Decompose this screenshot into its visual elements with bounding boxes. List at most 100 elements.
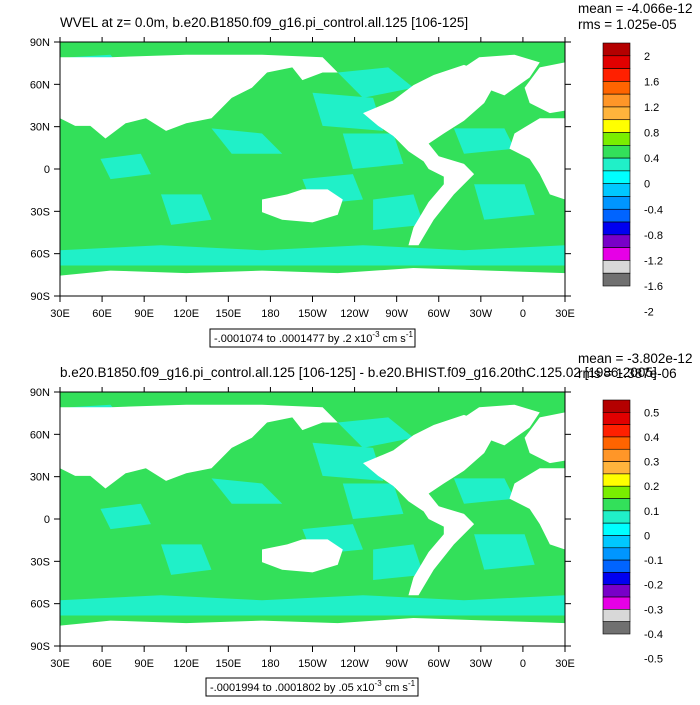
- colorbar: 0.5 0.4 0.3 0.2 0.1 0 -0.1 -0.2 -0.3 -0.4 -0.5: [602, 399, 663, 666]
- colorbar-label: 0: [644, 530, 650, 542]
- colorbar-swatch: [602, 208, 631, 223]
- land-greenland: [464, 404, 540, 446]
- ocean-negative-region: [211, 478, 283, 504]
- colorbar-swatch: [602, 145, 631, 159]
- colorbar-swatch: [602, 547, 631, 561]
- x-ticks: 30E 60E 90E 120E 150E 180 150W 120W 90W 60W 30W 0 30…: [50, 37, 575, 320]
- land-greenland: [464, 54, 540, 96]
- ocean-negative-region: [342, 133, 404, 169]
- colorbar-swatch: [602, 473, 631, 487]
- stat-rms: rms = 1.025e-05: [578, 17, 677, 32]
- y-tick-label: 90S: [30, 641, 50, 653]
- colorbar-swatch: [602, 81, 631, 95]
- colorbar-label: -0.5: [644, 654, 663, 666]
- land-eurasia: [60, 54, 338, 139]
- y-tick-label: 60N: [30, 79, 50, 91]
- contour-info-box: -.0001074 to .0001477 by .2 x10-3 cm s-1: [209, 328, 416, 348]
- colorbar-swatch: [602, 522, 631, 536]
- colorbar-swatch: [602, 399, 631, 413]
- colorbar-swatch: [602, 572, 631, 586]
- land-africa: [509, 118, 565, 200]
- panel-top: WVEL at z= 0.0m, b.e20.B1850.f09_g16.pi_…: [30, 1, 692, 348]
- info-box-frame: [209, 328, 416, 348]
- colorbar-swatch: [602, 234, 631, 248]
- colorbar-swatch: [602, 485, 631, 499]
- colorbar-swatch: [602, 106, 631, 121]
- stat-mean: mean = -4.066e-12: [578, 1, 692, 16]
- ocean-negative-region: [373, 194, 424, 230]
- ocean-negative-region: [161, 194, 212, 225]
- y-tick-label: 90N: [30, 387, 50, 399]
- y-tick-label: 90N: [30, 37, 50, 49]
- x-tick-label: 30E: [50, 658, 70, 670]
- colorbar-swatch: [602, 412, 631, 425]
- colorbar-label: -0.3: [644, 604, 663, 616]
- colorbar-swatch: [602, 621, 631, 635]
- colorbar-label: 2: [644, 51, 650, 63]
- colorbar-swatch: [602, 157, 631, 172]
- colorbar-label: 0.5: [644, 407, 659, 419]
- land-australia: [262, 539, 343, 573]
- colorbar-swatch: [602, 436, 631, 450]
- stat-mean: mean = -3.802e-12: [578, 351, 692, 366]
- land-eurasia: [60, 404, 338, 489]
- colorbar-swatch: [602, 424, 631, 438]
- colorbar-swatch: [602, 510, 631, 524]
- ocean-negative-region: [312, 442, 384, 481]
- colorbar-label: 0.8: [644, 128, 659, 140]
- y-tick-label: 90S: [30, 291, 50, 303]
- x-tick-label: 60E: [92, 658, 112, 670]
- y-tick-label: 30N: [30, 472, 50, 484]
- y-tick-label: 0: [44, 164, 50, 176]
- colorbar-swatch: [602, 247, 631, 261]
- y-tick-label: 60S: [30, 599, 50, 611]
- x-tick-label: 60E: [92, 308, 112, 320]
- colorbar-label: 0.4: [644, 153, 659, 165]
- colorbar-label: 0: [644, 179, 650, 191]
- land-australia: [262, 189, 343, 223]
- x-tick-label: 120W: [340, 308, 369, 320]
- colorbar-label: 0.3: [644, 457, 659, 469]
- colorbar-swatch: [602, 170, 631, 184]
- x-tick-label: 90W: [385, 308, 408, 320]
- colorbar-label: -0.2: [644, 580, 663, 592]
- land-africa: [509, 468, 565, 550]
- y-ticks: 90N 60N 30N 0 30S 60S 90S: [30, 387, 571, 653]
- ocean-negative-region: [161, 544, 212, 575]
- x-tick-label: 30W: [470, 308, 493, 320]
- x-tick-label: 150W: [298, 308, 327, 320]
- x-tick-label: 0: [520, 658, 526, 670]
- x-tick-label: 120E: [173, 308, 199, 320]
- colorbar-label: 0.2: [644, 481, 659, 493]
- land-europe: [524, 412, 565, 464]
- colorbar-swatch: [602, 260, 631, 274]
- land-americas: [363, 64, 495, 246]
- colorbar-swatch: [602, 68, 631, 82]
- colorbar-label: -1.6: [644, 281, 663, 293]
- ocean-negative-region: [100, 503, 151, 530]
- info-box-text: -.0001074 to .0001477 by .2 x10-3 cm s-1: [214, 330, 413, 345]
- land-antarctica: [60, 618, 565, 646]
- colorbar-swatch: [602, 55, 631, 69]
- x-tick-label: 150E: [215, 308, 241, 320]
- contour-info-box: -.0001994 to .0001802 by .05 x10-3 cm s-…: [205, 677, 419, 697]
- x-tick-label: 150E: [215, 658, 241, 670]
- colorbar-swatch: [602, 498, 631, 512]
- x-tick-label: 90W: [385, 658, 408, 670]
- x-tick-label: 30E: [555, 308, 575, 320]
- x-tick-label: 60W: [427, 658, 450, 670]
- ocean-negative-region: [312, 92, 384, 131]
- colorbar-label: -0.4: [644, 629, 663, 641]
- panel-title: b.e20.B1850.f09_g16.pi_control.all.125 […: [60, 365, 657, 380]
- x-ticks: 30E 60E 90E 120E 150E 180 150W 120W 90W 60W 30W 0 30…: [50, 387, 575, 670]
- y-tick-label: 30S: [30, 556, 50, 568]
- y-tick-label: 60N: [30, 429, 50, 441]
- colorbar-label: -2: [644, 307, 654, 319]
- colorbar-swatch: [602, 461, 631, 475]
- colorbar-label: -0.4: [644, 204, 663, 216]
- colorbar-label: 0.4: [644, 432, 659, 444]
- x-tick-label: 180: [261, 308, 279, 320]
- x-tick-label: 90E: [134, 308, 154, 320]
- map-plot: [59, 391, 566, 647]
